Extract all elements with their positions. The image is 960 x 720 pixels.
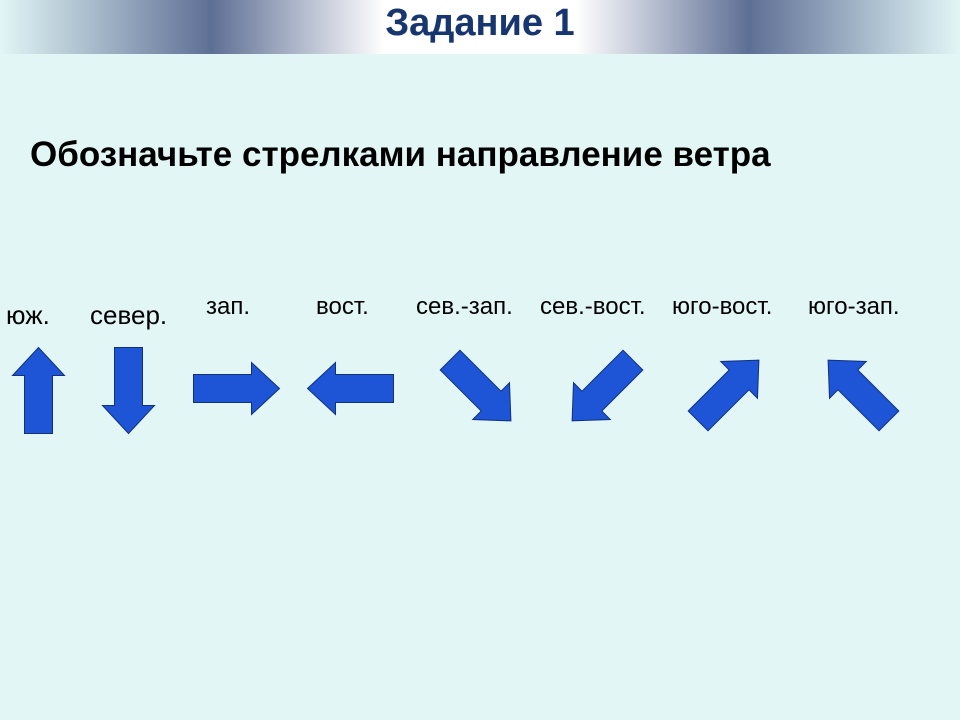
- direction-arrow: [296, 334, 405, 443]
- page-title: Задание 1: [0, 2, 960, 45]
- direction-arrow: [426, 336, 535, 445]
- direction-label: сев.-зап.: [416, 293, 513, 321]
- direction-arrow: [74, 336, 183, 445]
- slide-stage: Задание 1 Обозначьте стрелками направлен…: [0, 0, 960, 720]
- direction-label: север.: [90, 300, 167, 331]
- arrow-icon: [804, 336, 913, 445]
- direction-label: юж.: [6, 300, 50, 331]
- direction-label: юго-зап.: [808, 293, 900, 321]
- arrow-icon: [548, 336, 657, 445]
- instruction-text: Обозначьте стрелками направление ветра: [30, 135, 771, 175]
- arrow-icon: [74, 336, 183, 445]
- title-bar: Задание 1: [0, 0, 960, 54]
- direction-label: зап.: [206, 293, 250, 321]
- direction-label: юго-вост.: [672, 293, 772, 321]
- direction-label: вост.: [316, 293, 369, 321]
- arrow-icon: [296, 334, 405, 443]
- arrow-icon: [674, 336, 783, 445]
- arrow-icon: [426, 336, 535, 445]
- direction-arrow: [182, 334, 291, 443]
- direction-arrow: [548, 336, 657, 445]
- direction-arrow: [674, 336, 783, 445]
- direction-label: сев.-вост.: [540, 293, 646, 321]
- direction-arrow: [804, 336, 913, 445]
- arrow-icon: [182, 334, 291, 443]
